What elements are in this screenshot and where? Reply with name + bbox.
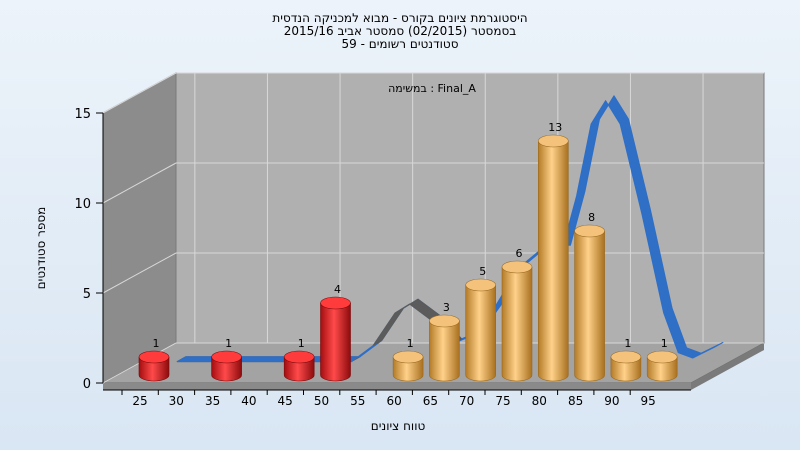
x-tick-label: 35 xyxy=(205,394,220,408)
chart-title: היסטוגרמת ציונים בקורס - מבוא למכניקה הנ… xyxy=(272,11,527,51)
bar-body xyxy=(320,302,351,382)
floor-front-edge xyxy=(103,383,691,390)
bar: 1 xyxy=(283,337,315,382)
bar-value-label: 1 xyxy=(661,337,668,350)
assignment-label: במשימה : Final_A xyxy=(388,82,476,95)
x-axis-label: טווח ציונים xyxy=(371,419,426,433)
bar-value-label: 1 xyxy=(153,337,160,350)
x-tick-label: 45 xyxy=(278,394,293,408)
x-tick-label: 70 xyxy=(459,394,474,408)
y-axis: 0 5 10 15 xyxy=(74,107,104,392)
bar-top xyxy=(211,350,242,364)
x-tick-label: 80 xyxy=(532,394,547,408)
bar-body xyxy=(429,320,460,382)
bar-body xyxy=(392,356,424,382)
bar-top xyxy=(537,134,569,148)
bar: 4 xyxy=(320,283,351,382)
x-axis: 25 30 35 40 45 50 55 60 65 70 75 80 85 90 95 xyxy=(103,389,691,408)
bar-body xyxy=(138,356,170,382)
bar-value-label: 1 xyxy=(624,337,631,350)
bar-value-label: 4 xyxy=(334,283,341,296)
bar: 1 xyxy=(610,337,642,382)
grid-line-left xyxy=(102,72,177,114)
bar-top xyxy=(501,260,533,274)
title-line-3: סטודנטים רשומים - 59 xyxy=(341,37,458,51)
bar-body xyxy=(283,356,315,382)
bar: 6 xyxy=(501,247,533,382)
x-tick-label: 90 xyxy=(604,394,619,408)
bar-value-label: 3 xyxy=(443,301,450,314)
x-tick-label: 85 xyxy=(568,394,583,408)
x-tick-label: 25 xyxy=(132,394,147,408)
bar-top xyxy=(283,350,315,364)
bar-body xyxy=(610,356,642,382)
bar-value-label: 8 xyxy=(588,211,595,224)
bar-value-label: 13 xyxy=(548,121,562,134)
x-tick-label: 65 xyxy=(423,394,438,408)
bar: 3 xyxy=(429,301,460,382)
bar-body xyxy=(465,284,496,382)
bar-top xyxy=(320,296,351,310)
title-line-2: בסמסטר (02/2015) סמסטר אביב 2015/16 xyxy=(284,24,516,38)
title-line-1: היסטוגרמת ציונים בקורס - מבוא למכניקה הנ… xyxy=(272,11,527,25)
bar-value-label: 1 xyxy=(225,337,232,350)
bar-top xyxy=(429,314,460,328)
x-tick-label: 75 xyxy=(495,394,510,408)
y-axis-label: מספר סטודנטים xyxy=(34,207,48,290)
left-wall xyxy=(102,72,177,384)
y-tick-label: 10 xyxy=(74,197,91,212)
bar: 1 xyxy=(392,337,424,382)
x-tick-label: 55 xyxy=(350,394,365,408)
x-tick-label: 60 xyxy=(386,394,401,408)
bar-top xyxy=(465,278,497,292)
grid-line-left xyxy=(102,162,177,204)
x-tick-label: 30 xyxy=(169,394,184,408)
bar: 13 xyxy=(537,121,569,382)
bar-top xyxy=(610,350,642,364)
x-tick-label: 50 xyxy=(314,394,329,408)
bar-body xyxy=(538,140,569,382)
bar-top xyxy=(392,350,424,364)
bar-body xyxy=(501,266,533,382)
bar: 1 xyxy=(211,337,242,382)
bar-top xyxy=(138,350,170,364)
bar-value-label: 5 xyxy=(479,265,486,278)
bar-top xyxy=(646,350,678,364)
x-tick-label: 95 xyxy=(641,394,656,408)
bar: 8 xyxy=(574,211,605,382)
floor-right-edge xyxy=(691,343,764,390)
bar-body xyxy=(574,230,605,382)
bar-value-label: 6 xyxy=(516,247,523,260)
y-tick-label: 5 xyxy=(83,287,91,302)
bar: 5 xyxy=(465,265,497,382)
bar: 1 xyxy=(138,337,170,382)
x-tick-label: 40 xyxy=(241,394,256,408)
bar: 1 xyxy=(646,337,678,382)
bar-body xyxy=(211,356,242,382)
bar-top xyxy=(574,224,605,238)
y-tick-label: 15 xyxy=(74,107,91,122)
bar-value-label: 1 xyxy=(298,337,305,350)
bar-body xyxy=(646,356,678,382)
y-tick-label: 0 xyxy=(83,377,91,392)
bar-value-label: 1 xyxy=(407,337,414,350)
grid-line-left xyxy=(102,252,177,294)
